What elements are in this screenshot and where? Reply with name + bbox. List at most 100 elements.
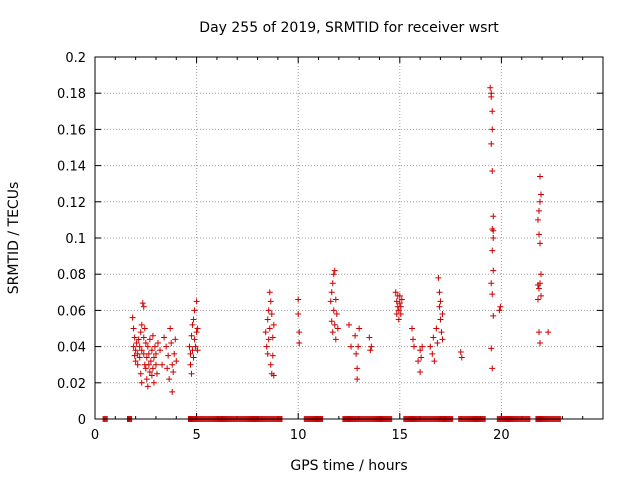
data-point <box>329 329 336 336</box>
data-point <box>189 347 196 354</box>
data-point <box>164 365 171 372</box>
data-point <box>535 207 542 214</box>
grid-lines <box>95 57 603 419</box>
data-point <box>398 296 405 303</box>
chart-title: Day 255 of 2019, SRMTID for receiver wsr… <box>199 20 499 36</box>
data-point <box>266 289 273 296</box>
data-point <box>458 354 465 361</box>
data-point <box>265 336 272 343</box>
data-point <box>355 343 362 350</box>
data-point <box>151 343 158 350</box>
data-point <box>140 303 147 310</box>
data-point <box>295 311 302 318</box>
data-point <box>366 334 373 341</box>
x-axis-label: GPS time / hours <box>290 458 407 474</box>
data-point <box>194 325 201 332</box>
data-point <box>188 370 195 377</box>
data-point <box>535 285 542 292</box>
data-point <box>270 321 277 328</box>
data-point <box>134 350 141 357</box>
data-point <box>490 312 497 319</box>
data-point <box>435 274 442 281</box>
data-point <box>187 361 194 368</box>
data-point <box>348 343 355 350</box>
y-tick-label: 0.04 <box>57 341 86 356</box>
data-point <box>167 325 174 332</box>
data-point <box>489 168 496 175</box>
data-point <box>140 334 147 341</box>
data-point <box>269 334 276 341</box>
data-point <box>346 321 352 328</box>
data-point <box>417 368 424 375</box>
data-point <box>136 354 143 361</box>
data-point <box>395 307 402 314</box>
data-point <box>157 347 164 354</box>
data-point <box>132 347 139 354</box>
data-point <box>130 325 137 332</box>
data-point <box>143 376 150 383</box>
data-point <box>296 329 303 336</box>
x-tick-label: 5 <box>192 428 200 443</box>
data-point <box>138 379 145 386</box>
tick-labels: 0 5 10 15 20 0 0.02 0.04 0.06 0.08 0.1 0.12 0.14 0.16… <box>57 51 510 443</box>
data-point <box>265 307 272 314</box>
data-point <box>142 339 149 346</box>
data-point <box>436 289 443 296</box>
data-point <box>332 296 339 303</box>
y-tick-label: 0.12 <box>57 196 86 211</box>
data-point <box>436 303 443 310</box>
data-point <box>538 191 545 198</box>
data-point <box>130 343 137 350</box>
data-point <box>145 350 152 357</box>
data-point <box>411 343 418 350</box>
data-point <box>133 339 140 346</box>
data-point <box>489 126 496 133</box>
data-point <box>497 303 504 310</box>
data-point <box>457 349 464 356</box>
data-point <box>537 280 544 287</box>
data-point <box>331 321 338 328</box>
data-point <box>429 350 436 357</box>
plot-frame <box>94 56 604 420</box>
data-point <box>329 280 336 287</box>
data-point <box>190 354 197 361</box>
y-tick-label: 0.14 <box>57 160 86 175</box>
y-tick-label: 0.02 <box>57 377 86 392</box>
data-point <box>439 311 446 318</box>
data-point <box>188 332 195 339</box>
data-point <box>142 365 149 372</box>
data-point <box>367 347 374 354</box>
data-point <box>161 334 168 341</box>
data-point <box>330 271 337 278</box>
data-point <box>489 108 496 115</box>
data-point <box>166 376 173 383</box>
data-point <box>354 376 361 383</box>
data-point <box>150 379 157 386</box>
data-point <box>135 336 142 343</box>
data-point <box>537 198 544 205</box>
data-point <box>194 347 201 354</box>
data-point <box>535 231 542 238</box>
data-point <box>439 336 446 343</box>
data-point <box>397 311 404 318</box>
data-point <box>295 296 302 303</box>
data-point <box>129 314 136 321</box>
data-point <box>163 343 170 350</box>
x-tick-label: 10 <box>290 428 307 443</box>
data-point <box>489 247 496 254</box>
data-point <box>490 213 497 220</box>
data-point <box>397 303 404 310</box>
data-point <box>488 345 495 352</box>
data-point <box>490 267 497 274</box>
y-tick-label: 0.08 <box>57 268 86 283</box>
data-point <box>489 365 496 372</box>
data-point <box>152 350 159 357</box>
data-point <box>136 343 143 350</box>
data-point <box>153 370 160 377</box>
data-point <box>134 361 141 368</box>
data-point <box>538 292 545 299</box>
data-point <box>268 311 275 318</box>
data-point <box>193 329 200 336</box>
data-point <box>148 372 155 379</box>
data-point <box>189 321 196 328</box>
